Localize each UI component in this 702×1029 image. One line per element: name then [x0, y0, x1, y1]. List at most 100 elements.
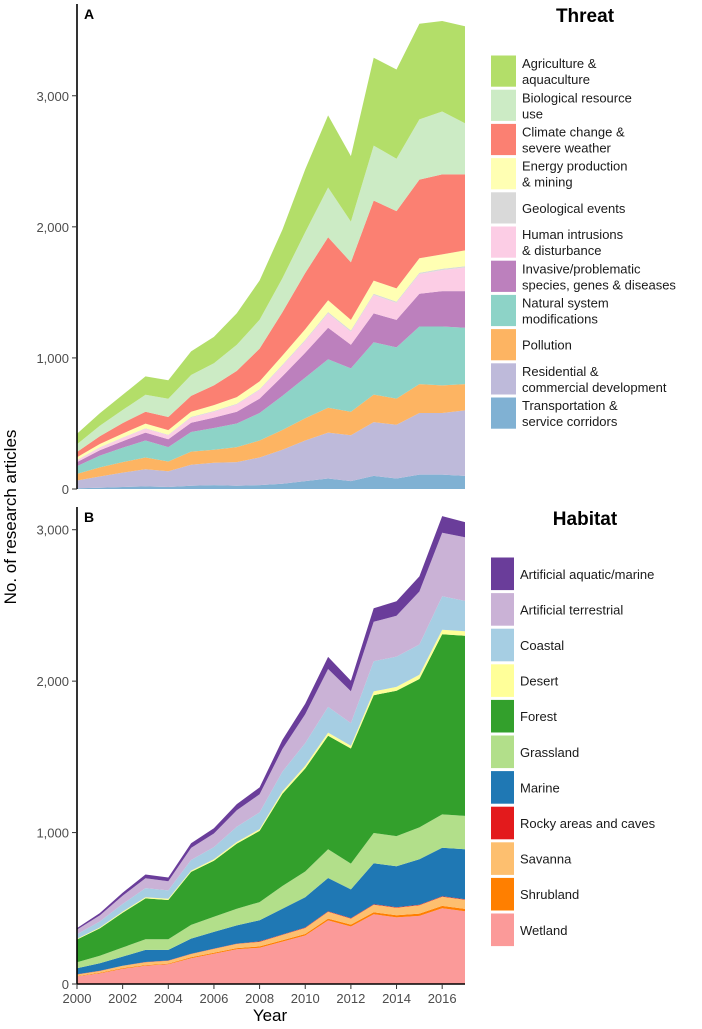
habitat-legend-label: Rocky areas and caves: [520, 816, 656, 831]
threat-legend-label: Climate change &: [522, 125, 625, 140]
xtick-label: 2014: [382, 991, 411, 1006]
threat-ytick-label: 2,000: [36, 220, 69, 235]
habitat-legend-label: Savanna: [520, 852, 572, 867]
habitat-area-coastal: [77, 596, 465, 939]
threat-legend-label: Residential &: [522, 364, 599, 379]
habitat-ytick-label: 2,000: [36, 674, 69, 689]
habitat-legend-label: Shrubland: [520, 887, 579, 902]
habitat-legend-swatch-shrubland: [491, 877, 514, 911]
habitat-legend-label: Wetland: [520, 923, 567, 938]
xtick-label: 2016: [428, 991, 457, 1006]
threat-ytick-label: 1,000: [36, 351, 69, 366]
habitat-area-wetland: [77, 908, 465, 984]
threat-legend-label: use: [522, 106, 543, 121]
habitat-area-desert: [77, 629, 465, 940]
habitat-legend-label: Marine: [520, 780, 560, 795]
habitat-area-grassland: [77, 814, 465, 969]
habitat-legend-swatch-forest: [491, 699, 514, 733]
xtick-label: 2010: [291, 991, 320, 1006]
threat-area-residential-commercial-development: [77, 410, 465, 489]
panel-a-letter: A: [84, 6, 94, 22]
threat-legend-label: Human intrusions: [522, 227, 624, 242]
habitat-ytick-label: 1,000: [36, 826, 69, 841]
threat-areas: [77, 21, 465, 489]
habitat-legend-swatch-grassland: [491, 735, 514, 769]
x-ticks: 2000 2002 2004 2006 2008 2010 2012 2014 2016: [63, 984, 457, 1006]
habitat-legend-label: Forest: [520, 709, 557, 724]
threat-legend-label: commercial development: [522, 380, 667, 395]
habitat-legend-swatch-artificial-aquatic-marine: [491, 557, 514, 591]
xtick-label: 2000: [63, 991, 92, 1006]
threat-area-biological-resource-use: [77, 111, 465, 452]
habitat-legend-swatch-savanna: [491, 842, 514, 875]
threat-area-invasive-problematic-species-genes-diseases: [77, 291, 465, 467]
threat-legend-swatch-pollution: [491, 329, 516, 361]
threat-legend-label: species, genes & diseases: [522, 277, 676, 292]
xtick-label: 2008: [245, 991, 274, 1006]
habitat-ytick-label: 0: [62, 977, 69, 992]
xtick-label: 2002: [108, 991, 137, 1006]
habitat-legend-label: Artificial aquatic/marine: [520, 567, 654, 582]
xtick-label: 2006: [199, 991, 228, 1006]
xtick-label: 2004: [154, 991, 183, 1006]
habitat-area-forest: [77, 634, 465, 963]
threat-legend-swatch-energy-production-mining: [491, 158, 516, 190]
threat-legend-label: Energy production: [522, 159, 628, 174]
threat-legend-label: Pollution: [522, 338, 572, 353]
habitat-area-shrubland: [77, 905, 465, 977]
habitat-legend-swatch-coastal: [491, 628, 514, 662]
threat-legend-swatch-natural-system-modifications: [491, 294, 516, 327]
habitat-area-savanna: [77, 896, 465, 976]
threat-ytick-label: 3,000: [36, 89, 69, 104]
threat-area-pollution: [77, 384, 465, 481]
threat-legend-swatch-climate-change-severe-weather: [491, 123, 516, 156]
panel-b-title: Habitat: [553, 509, 618, 530]
xtick-label: 2012: [336, 991, 365, 1006]
threat-area-human-intrusions-disturbance: [77, 267, 465, 463]
threat-legend-label: Natural system: [522, 296, 609, 311]
threat-legend-swatch-agriculture-aquaculture: [491, 55, 516, 87]
habitat-legend-swatch-wetland: [491, 913, 514, 947]
threat-area-transportation-service-corridors: [77, 474, 465, 489]
threat-legend-label: Geological events: [522, 201, 626, 216]
panel-b: 0 1,000 2,000 3,000 2000 2002 2004 2006 2008 201…: [36, 507, 656, 1006]
threat-legend-label: severe weather: [522, 141, 612, 156]
threat-legend-label: Invasive/problematic: [522, 261, 641, 276]
threat-legend-label: Transportation &: [522, 398, 618, 413]
threat-area-geological-events: [77, 266, 465, 461]
threat-ytick-label: 0: [62, 482, 69, 497]
threat-legend-swatch-biological-resource-use: [491, 89, 516, 121]
habitat-legend-label: Desert: [520, 674, 559, 689]
threat-legend-label: Biological resource: [522, 90, 632, 105]
threat-legend-label: & disturbance: [522, 243, 602, 258]
threat-legend-label: Agriculture &: [522, 56, 597, 71]
panel-b-letter: B: [84, 509, 94, 525]
panel-a-title: Threat: [556, 6, 615, 27]
threat-legend-swatch-invasive-problematic-species-genes-diseases: [491, 260, 516, 292]
threat-legend-label: aquaculture: [522, 72, 590, 87]
threat-area-agriculture-aquaculture: [77, 21, 465, 445]
panel-b-y-ticks: 0 1,000 2,000 3,000: [36, 523, 77, 992]
threat-area-climate-change-severe-weather: [77, 174, 465, 458]
habitat-legend-swatch-marine: [491, 771, 514, 804]
threat-legend-swatch-human-intrusions-disturbance: [491, 226, 516, 258]
habitat-legend-swatch-artificial-terrestrial: [491, 593, 514, 626]
threat-area-energy-production-mining: [77, 250, 465, 460]
habitat-legend-swatch-desert: [491, 664, 514, 697]
x-axis-label: Year: [253, 1006, 288, 1025]
habitat-ytick-label: 3,000: [36, 523, 69, 538]
habitat-legend-label: Artificial terrestrial: [520, 602, 623, 617]
threat-legend-label: & mining: [522, 175, 573, 190]
threat-legend-swatch-transportation-service-corridors: [491, 397, 516, 429]
habitat-legend-label: Grassland: [520, 745, 579, 760]
panel-a-y-ticks: 0 1,000 2,000 3,000: [36, 89, 77, 497]
threat-legend-swatch-residential-commercial-development: [491, 363, 516, 395]
threat-area-natural-system-modifications: [77, 326, 465, 474]
habitat-area-marine: [77, 847, 465, 975]
threat-legend: Agriculture &aquaculture Biological resou…: [491, 55, 676, 429]
threat-legend-label: modifications: [522, 312, 598, 327]
threat-legend-swatch-geological-events: [491, 192, 516, 224]
habitat-legend-swatch-rocky-areas-and-caves: [491, 806, 514, 840]
habitat-areas: [77, 516, 465, 984]
